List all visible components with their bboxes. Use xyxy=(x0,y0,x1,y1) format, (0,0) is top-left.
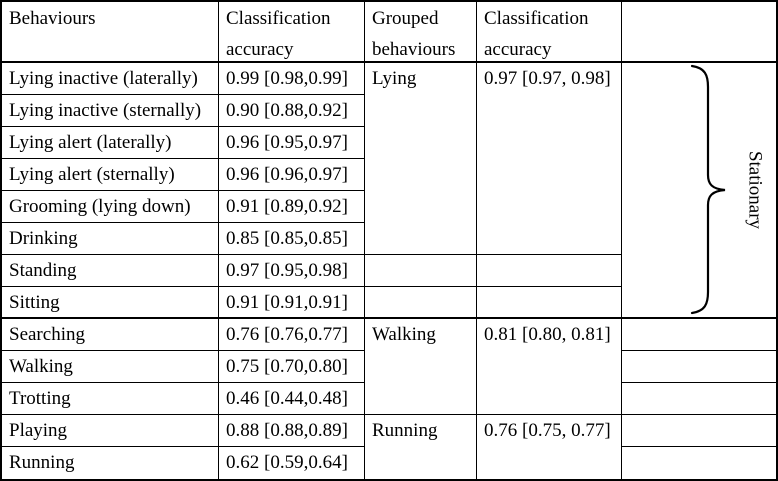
behaviour-cell: Standing xyxy=(2,255,219,287)
behaviour-cell: Lying alert (sternally) xyxy=(2,159,219,191)
grouped-behaviour-cell-running: Running xyxy=(365,415,477,479)
empty-cell xyxy=(622,319,776,351)
accuracy-cell: 0.85 [0.85,0.85] xyxy=(219,223,365,255)
empty-cell xyxy=(622,447,776,479)
accuracy-cell: 0.96 [0.96,0.97] xyxy=(219,159,365,191)
accuracy-cell: 0.91 [0.91,0.91] xyxy=(219,287,365,319)
accuracy-cell: 0.96 [0.95,0.97] xyxy=(219,127,365,159)
behaviour-cell: Trotting xyxy=(2,383,219,415)
curly-brace-icon xyxy=(690,64,726,315)
behaviour-cell: Grooming (lying down) xyxy=(2,191,219,223)
accuracy-cell: 0.46 [0.44,0.48] xyxy=(219,383,365,415)
behaviour-cell: Lying alert (laterally) xyxy=(2,127,219,159)
accuracy-cell: 0.76 [0.76,0.77] xyxy=(219,319,365,351)
behaviour-cell: Lying inactive (sternally) xyxy=(2,95,219,127)
grouped-behaviour-cell-lying: Lying xyxy=(365,63,477,255)
header-classification-accuracy: Classification accuracy xyxy=(219,2,365,63)
accuracy-cell: 0.62 [0.59,0.64] xyxy=(219,447,365,479)
behaviour-cell: Searching xyxy=(2,319,219,351)
behaviour-cell: Drinking xyxy=(2,223,219,255)
accuracy-cell: 0.90 [0.88,0.92] xyxy=(219,95,365,127)
behaviour-cell: Sitting xyxy=(2,287,219,319)
empty-cell xyxy=(622,415,776,447)
grouped-accuracy-cell-lying: 0.97 [0.97, 0.98] xyxy=(477,63,622,255)
stationary-annotation-cell: Stationary xyxy=(622,63,776,319)
accuracy-cell: 0.88 [0.88,0.89] xyxy=(219,415,365,447)
empty-cell xyxy=(622,383,776,415)
accuracy-cell: 0.75 [0.70,0.80] xyxy=(219,351,365,383)
header-empty xyxy=(622,2,776,63)
accuracy-cell: 0.91 [0.89,0.92] xyxy=(219,191,365,223)
grouped-empty-cell xyxy=(365,255,477,287)
behaviour-cell: Lying inactive (laterally) xyxy=(2,63,219,95)
header-grouped-classification-accuracy: Classification accuracy xyxy=(477,2,622,63)
behaviour-cell: Playing xyxy=(2,415,219,447)
header-behaviours: Behaviours xyxy=(2,2,219,63)
grouped-empty-cell xyxy=(477,255,622,287)
stationary-label: Stationary xyxy=(744,150,766,230)
behaviour-cell: Running xyxy=(2,447,219,479)
grouped-empty-cell xyxy=(365,287,477,319)
accuracy-cell: 0.97 [0.95,0.98] xyxy=(219,255,365,287)
grouped-empty-cell xyxy=(477,287,622,319)
empty-cell xyxy=(622,351,776,383)
behaviour-cell: Walking xyxy=(2,351,219,383)
accuracy-cell: 0.99 [0.98,0.99] xyxy=(219,63,365,95)
grouped-behaviour-cell-walking: Walking xyxy=(365,319,477,415)
header-grouped-behaviours: Grouped behaviours xyxy=(365,2,477,63)
grouped-accuracy-cell-running: 0.76 [0.75, 0.77] xyxy=(477,415,622,479)
grouped-accuracy-cell-walking: 0.81 [0.80, 0.81] xyxy=(477,319,622,415)
